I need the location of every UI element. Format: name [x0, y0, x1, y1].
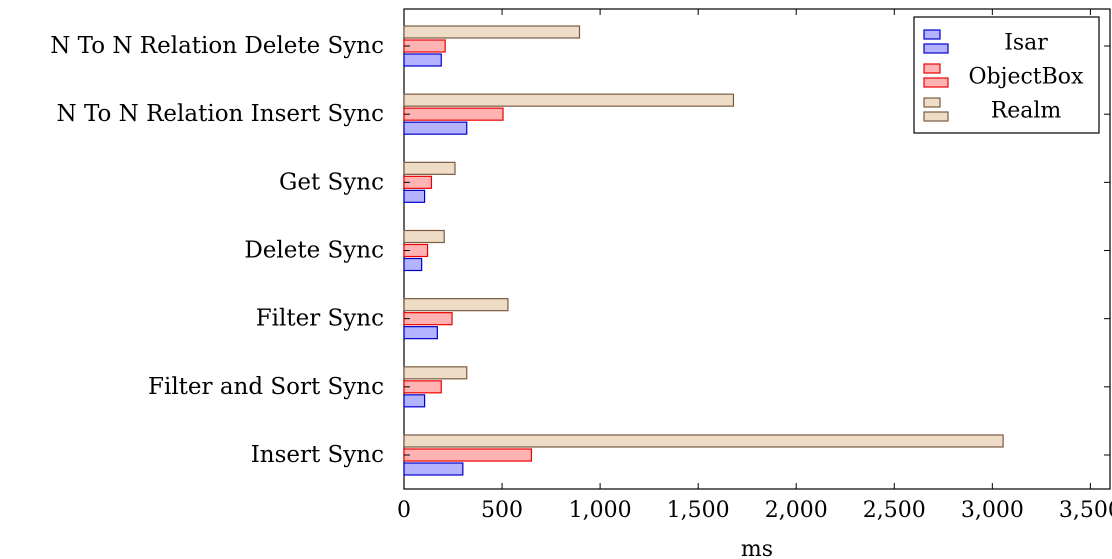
legend-swatch-bar-objectbox	[923, 77, 949, 88]
legend-swatch-objectbox	[923, 63, 941, 74]
bar-objectbox-n-to-n-relation-delete-sync	[403, 39, 446, 53]
legend-label-realm: Realm	[991, 99, 1062, 124]
y-axis: Insert Sync Filter and Sort Sync Filter Sy…	[50, 33, 1110, 468]
legend-swatch-bar-realm	[923, 111, 949, 122]
x-tick-label: 3,500	[1059, 498, 1112, 523]
bar-realm-n-to-n-relation-delete-sync	[403, 25, 581, 39]
bar-isar-n-to-n-relation-delete-sync	[403, 53, 442, 67]
x-tick-label: 500	[481, 498, 523, 523]
legend: Isar ObjectBox Realm	[913, 16, 1100, 134]
x-tick-label: 2,000	[765, 498, 828, 523]
bar-isar-insert-sync	[403, 462, 464, 476]
bar-realm-filter-sync	[403, 298, 509, 312]
x-tick-label: 0	[397, 498, 411, 523]
bar-isar-delete-sync	[403, 257, 423, 272]
category-label: Delete Sync	[244, 238, 384, 264]
legend-label-isar: Isar	[1004, 31, 1048, 56]
bar-isar-get-sync	[403, 189, 426, 203]
category-label: Filter and Sort Sync	[148, 374, 384, 400]
bar-realm-get-sync	[403, 161, 456, 175]
legend-swatch-realm	[923, 97, 941, 108]
bar-isar-filter-sync	[403, 326, 438, 340]
x-tick-label: 1,000	[569, 498, 632, 523]
bars	[403, 25, 1004, 476]
category-label: Get Sync	[279, 169, 384, 195]
bar-objectbox-insert-sync	[403, 448, 533, 462]
x-axis-title: ms	[741, 537, 773, 559]
bar-objectbox-filter-sync	[403, 312, 453, 326]
legend-label-objectbox: ObjectBox	[969, 65, 1085, 90]
x-axis: 0 500 1,000 1,500 2,000 2,500 3,000 3,500	[397, 9, 1112, 523]
category-label: Filter Sync	[256, 306, 384, 332]
bar-realm-insert-sync	[403, 434, 1004, 448]
category-label: Insert Sync	[251, 442, 384, 468]
bar-isar-filter-and-sort-sync	[403, 394, 426, 408]
bar-realm-filter-and-sort-sync	[403, 366, 468, 380]
bar-realm-delete-sync	[403, 229, 445, 244]
legend-swatch-bar-isar	[923, 43, 949, 54]
bar-isar-n-to-n-relation-insert-sync	[403, 121, 468, 135]
x-tick-label: 2,500	[863, 498, 926, 523]
category-label: N To N Relation Delete Sync	[50, 33, 384, 59]
bar-objectbox-n-to-n-relation-insert-sync	[403, 107, 504, 121]
x-tick-label: 1,500	[667, 498, 730, 523]
x-tick-label: 3,000	[961, 498, 1024, 523]
category-label: N To N Relation Insert Sync	[57, 101, 384, 127]
bar-realm-n-to-n-relation-insert-sync	[403, 93, 735, 107]
legend-swatch-isar	[923, 29, 941, 40]
